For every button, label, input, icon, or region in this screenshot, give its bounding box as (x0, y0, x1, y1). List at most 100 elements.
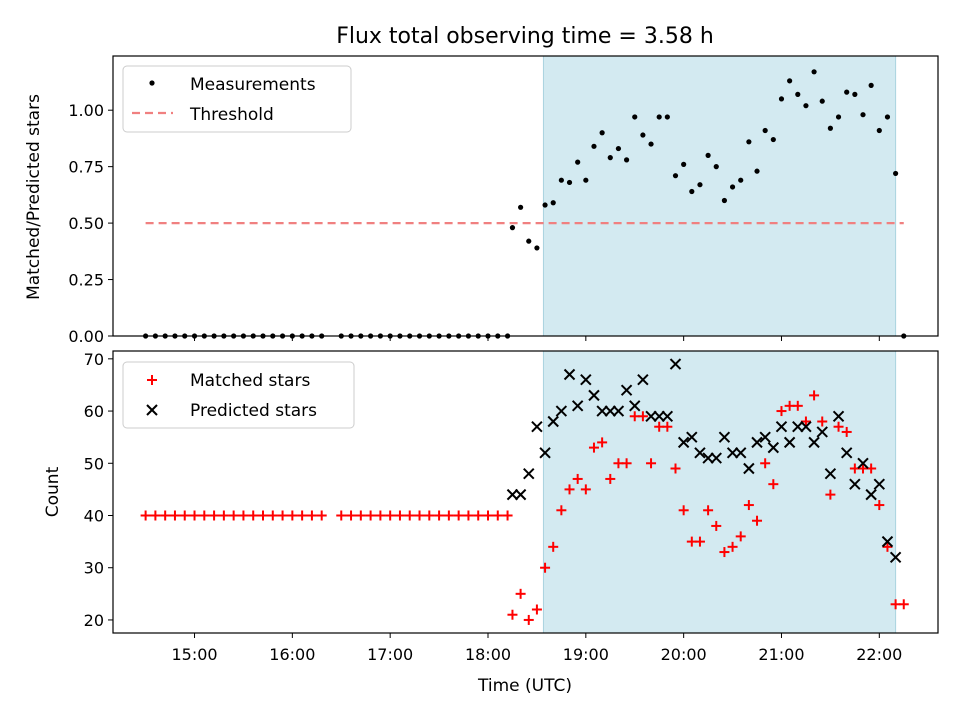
measurement-point (509, 225, 516, 231)
measurement-point (550, 200, 556, 206)
matched-star-point (228, 510, 239, 521)
matched-star-point (169, 510, 180, 521)
matched-star-point (473, 510, 484, 521)
bottom-y-tick-label: 60 (84, 402, 104, 421)
matched-star-point (556, 505, 567, 516)
bottom-y-tick-label: 40 (84, 507, 104, 526)
measurement-point (835, 114, 842, 120)
top-panel: 0.00 0.25 0.50 0.75 1.00 Matched/Predicted s… (24, 55, 939, 346)
matched-star-point (463, 510, 474, 521)
predicted-star-point (539, 447, 551, 459)
matched-star-point (637, 411, 648, 422)
matched-star-point (297, 510, 308, 521)
matched-star-point (572, 473, 583, 484)
matched-star-point (768, 479, 779, 490)
predicted-star-point (523, 468, 535, 480)
top-y-tick-label: 1.00 (68, 101, 104, 120)
predicted-star-point (816, 426, 828, 438)
matched-star-point (267, 510, 278, 521)
predicted-star-point (849, 478, 861, 490)
top-y-tick-label: 0.25 (68, 271, 104, 290)
predicted-star-point (759, 431, 771, 443)
measurement-point (697, 182, 703, 188)
measurement-point (754, 168, 760, 174)
matched-star-point (218, 510, 229, 521)
matched-star-point (678, 505, 689, 516)
measurement-point (811, 69, 817, 75)
matched-star-point (841, 426, 852, 437)
predicted-star-point (726, 447, 739, 459)
measurement-point (591, 143, 597, 149)
matched-star-point (646, 458, 657, 469)
measurement-point (827, 125, 833, 131)
matched-star-point (711, 520, 722, 531)
matched-star-point (140, 510, 151, 521)
predicted-star-point (800, 421, 812, 433)
predicted-star-point (783, 436, 796, 449)
matched-star-point (515, 588, 526, 599)
matched-star-point (316, 510, 327, 521)
x-tick-label: 18:00 (465, 645, 511, 664)
matched-star-point (385, 510, 396, 521)
measurement-point (770, 136, 776, 143)
matched-star-point (727, 541, 738, 552)
measurement-point (681, 161, 687, 167)
predicted-star-point (694, 447, 706, 459)
matched-star-point (752, 515, 763, 526)
bottom-y-tick-label: 50 (84, 454, 104, 473)
predicted-star-point (571, 400, 584, 412)
predicted-star-point (686, 431, 698, 443)
predicted-star-point (620, 384, 633, 396)
matched-star-point (792, 400, 803, 411)
matched-star-point (502, 510, 513, 521)
top-panel-frame (112, 55, 939, 337)
matched-star-point (833, 421, 844, 432)
predicted-star-point (596, 405, 608, 417)
bottom-panel-ticks: 15:00 16:00 17:00 18:00 19:00 20:00 21:00 22:00… (84, 350, 903, 664)
measurement-point (526, 238, 532, 244)
measurement-point (583, 177, 589, 183)
measurement-point (648, 141, 654, 147)
predicted-star-point (767, 441, 780, 454)
measurement-point (705, 152, 711, 158)
predicted-star-point (735, 447, 747, 459)
predicted-star-point (702, 452, 714, 464)
matched-star-point (209, 510, 220, 521)
predicted-star-point (840, 447, 853, 459)
measurement-point (795, 91, 801, 97)
matched-star-point (355, 510, 366, 521)
matched-star-point (898, 599, 909, 610)
measurement-point (893, 170, 899, 177)
predicted-star-point (873, 478, 886, 490)
chart-title: Flux total observing time = 3.58 h (336, 24, 714, 49)
measurement-point (803, 103, 809, 109)
bottom-y-tick-label: 20 (84, 611, 104, 630)
predicted-star-point (857, 457, 869, 469)
predicted-star-point (547, 415, 559, 428)
x-tick-label: 15:00 (171, 645, 217, 664)
matched-star-point (597, 437, 608, 448)
matched-star-point (564, 484, 575, 495)
observing-window-shade-bottom (542, 350, 897, 634)
matched-star-point (548, 541, 559, 552)
top-y-tick-label: 0.00 (68, 327, 104, 346)
x-axis-label: Time (UTC) (477, 676, 572, 696)
measurement-point (689, 188, 695, 195)
predicted-star-point (865, 488, 877, 501)
measurement-point (623, 157, 630, 163)
measurement-point (518, 204, 524, 210)
x-tick-label: 20:00 (661, 645, 707, 664)
measurement-point (607, 155, 613, 161)
predicted-star-point (832, 410, 845, 422)
matched-star-point (825, 489, 836, 500)
matched-star-point (817, 416, 828, 427)
matched-star-point (483, 510, 493, 521)
predicted-star-point (881, 535, 894, 548)
measurement-point (738, 177, 744, 183)
predicted-star-point (661, 410, 674, 422)
matched-star-point (662, 421, 673, 432)
predicted-star-point (629, 400, 641, 412)
matched-star-point (882, 541, 893, 552)
measurement-point (762, 127, 768, 134)
x-tick-label: 22:00 (856, 645, 902, 664)
